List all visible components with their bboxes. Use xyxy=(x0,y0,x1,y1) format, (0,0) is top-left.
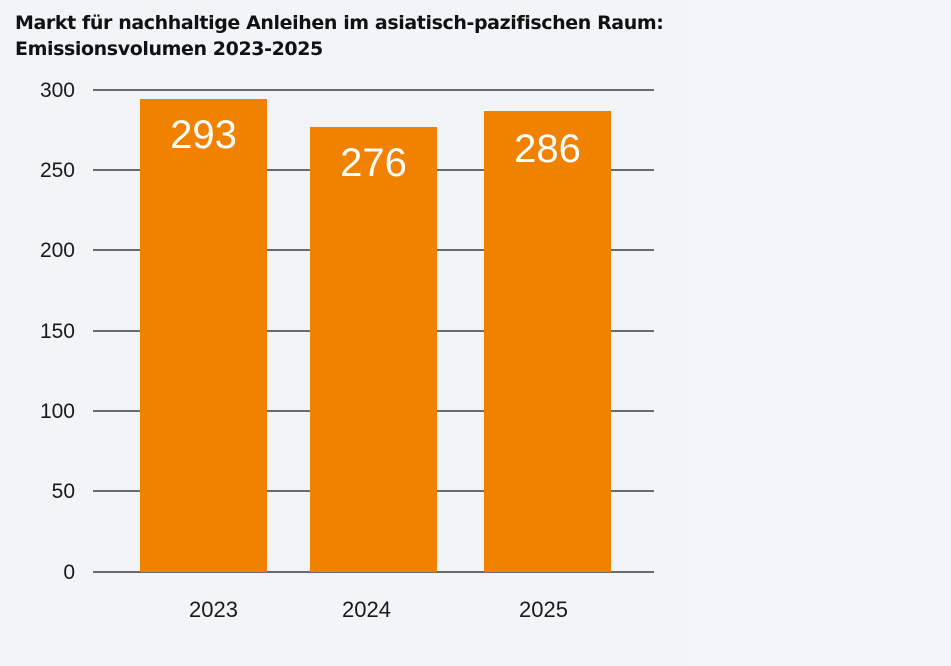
bar-chart: 300 250 200 150 100 50 0 293 276 286 202… xyxy=(39,79,654,622)
bar-2023: 293 xyxy=(140,99,267,572)
chart-title-line-2: Emissionsvolumen 2023-2025 xyxy=(15,38,323,60)
bar-value-label: 293 xyxy=(170,113,237,157)
bar-value-label: 286 xyxy=(514,127,581,171)
y-tick-label: 0 xyxy=(63,561,75,584)
bar-2025: 286 xyxy=(484,111,611,572)
chart-title-line-1: Markt für nachhaltige Anleihen im asiati… xyxy=(15,12,664,34)
x-tick-label: 2023 xyxy=(189,597,238,622)
gridline-0 xyxy=(93,571,654,573)
y-tick-label: 100 xyxy=(39,400,75,423)
y-tick-label: 200 xyxy=(39,239,75,262)
y-tick-label: 300 xyxy=(39,79,75,102)
y-tick-label: 150 xyxy=(39,320,75,343)
y-tick-label: 50 xyxy=(51,480,75,503)
y-tick-label: 250 xyxy=(39,159,75,182)
bar-value-label: 276 xyxy=(340,141,407,185)
x-tick-label: 2024 xyxy=(342,597,391,622)
x-tick-label: 2025 xyxy=(519,597,568,622)
empty-background-area xyxy=(690,0,951,666)
bar-2024: 276 xyxy=(310,127,437,572)
gridline-300 xyxy=(93,89,654,91)
chart-title: Markt für nachhaltige Anleihen im asiati… xyxy=(15,10,664,62)
